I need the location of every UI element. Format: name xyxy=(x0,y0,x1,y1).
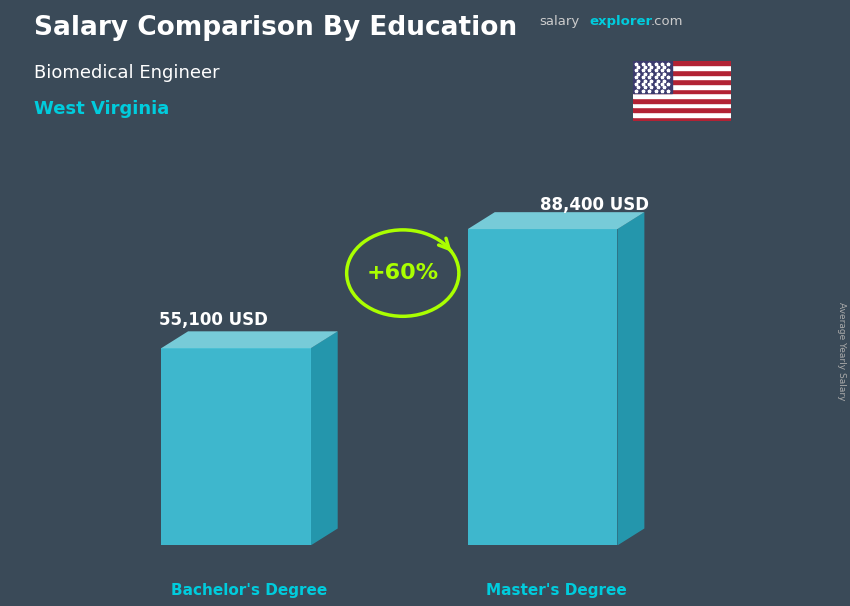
Bar xyxy=(633,98,731,102)
Polygon shape xyxy=(617,212,644,545)
Text: Biomedical Engineer: Biomedical Engineer xyxy=(34,64,219,82)
Bar xyxy=(633,102,731,107)
Text: Bachelor's Degree: Bachelor's Degree xyxy=(172,583,327,598)
Bar xyxy=(633,93,731,98)
Bar xyxy=(633,70,731,75)
Text: 88,400 USD: 88,400 USD xyxy=(541,196,649,214)
Polygon shape xyxy=(162,331,337,348)
Polygon shape xyxy=(468,229,617,545)
Text: Average Yearly Salary: Average Yearly Salary xyxy=(836,302,846,401)
Bar xyxy=(633,75,731,79)
Text: .com: .com xyxy=(650,15,683,27)
Bar xyxy=(633,107,731,112)
Text: Master's Degree: Master's Degree xyxy=(485,583,626,598)
Bar xyxy=(633,61,672,93)
Polygon shape xyxy=(162,348,311,545)
Text: explorer: explorer xyxy=(589,15,652,27)
Text: +60%: +60% xyxy=(366,263,439,283)
Text: 55,100 USD: 55,100 USD xyxy=(159,311,268,330)
Bar xyxy=(633,61,731,65)
Bar xyxy=(633,116,731,121)
Bar xyxy=(633,112,731,116)
Bar xyxy=(633,84,731,88)
Polygon shape xyxy=(311,331,337,545)
Text: Salary Comparison By Education: Salary Comparison By Education xyxy=(34,15,517,41)
Bar xyxy=(633,88,731,93)
Bar xyxy=(633,65,731,70)
Bar xyxy=(633,79,731,84)
Text: West Virginia: West Virginia xyxy=(34,100,169,118)
Text: salary: salary xyxy=(540,15,580,27)
Polygon shape xyxy=(468,212,644,229)
